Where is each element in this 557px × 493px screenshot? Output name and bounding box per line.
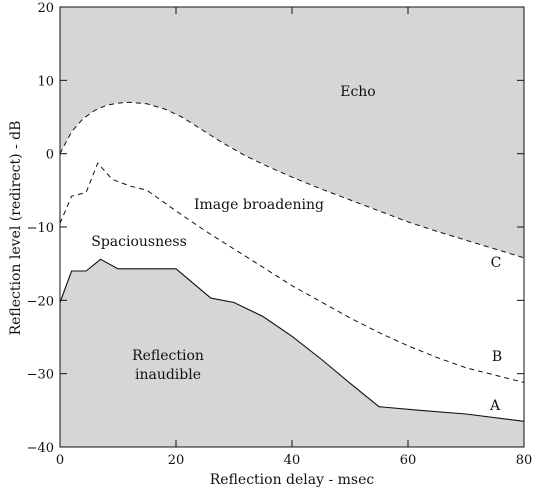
- region-label-reflection: Reflection: [132, 348, 204, 364]
- x-tick-label: 20: [168, 453, 185, 468]
- x-tick-label: 60: [400, 453, 417, 468]
- x-tick-label: 80: [516, 453, 533, 468]
- x-tick-label: 40: [284, 453, 301, 468]
- x-axis-label: Reflection delay - msec: [210, 472, 375, 488]
- y-tick-label: 10: [37, 74, 54, 89]
- region-label-spaciousness: Spaciousness: [91, 234, 187, 250]
- series-line-b: [59, 162, 525, 383]
- series-line-c: [59, 101, 525, 259]
- inaudible-region: [60, 259, 524, 447]
- y-tick-label: −30: [27, 368, 54, 383]
- x-tick-label: 0: [56, 453, 64, 468]
- y-tick-label: −40: [27, 441, 54, 456]
- y-tick-label: −20: [27, 294, 54, 309]
- y-tick-label: 0: [46, 148, 54, 163]
- y-tick-label: 20: [37, 1, 54, 16]
- curve-label-b: B: [492, 349, 502, 365]
- curve-label-a: A: [489, 398, 501, 414]
- region-label-echo: Echo: [340, 84, 376, 100]
- curve-label-c: C: [491, 255, 502, 271]
- y-ticks: 20 10 0 −10 −20 −30 −40: [27, 1, 524, 456]
- region-label-image-broadening: Image broadening: [194, 197, 324, 213]
- series-line-a: [59, 258, 525, 422]
- region-label-inaudible: inaudible: [135, 367, 201, 383]
- echo-region: [60, 7, 524, 258]
- x-ticks: 0 20 40 60 80: [56, 7, 532, 468]
- y-axis-label: Reflection level (redirect) - dB: [8, 121, 24, 336]
- y-tick-label: −10: [27, 221, 54, 236]
